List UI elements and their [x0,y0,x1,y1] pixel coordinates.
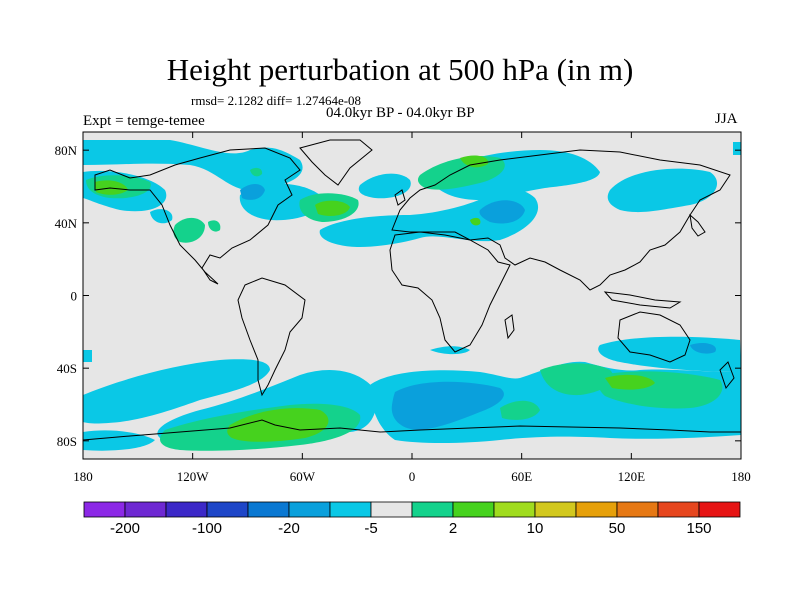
lat-tick-label: 40N [55,216,78,231]
coastline-australia [617,311,691,363]
lon-tick-label: 60W [290,469,316,484]
stats-label: rmsd= 2.1282 diff= 1.27464e-08 [191,93,362,108]
colorbar-swatch [124,501,167,518]
contour-region [208,220,221,232]
contour-region [83,140,303,191]
coastline-greenland [299,139,373,186]
coastline-japan [689,213,706,237]
contour-region [430,346,470,355]
contour-region [540,363,614,396]
latitude-axis: 80N 40N 0 40S 80S [55,143,741,449]
contour-region [173,217,205,243]
contour-region [150,209,173,224]
contour-region [95,180,128,195]
coastline-south-america [237,277,306,397]
lon-tick-label: 120W [177,469,210,484]
anomaly-contours [83,140,741,451]
colorbar-swatch [370,501,413,518]
contour-region [733,142,741,155]
contour-region [460,155,489,168]
lon-tick-label: 180 [731,469,751,484]
colorbar-swatch [247,501,290,518]
colorbar-swatch [657,501,700,518]
colorbar-swatch [698,501,741,518]
colorbar-label: -20 [278,520,300,537]
longitude-axis: 180 120W 60W 0 60E 120E 180 [73,132,751,484]
experiment-label: Expt = temge-temee [83,113,205,129]
coastline-new-zealand [719,361,735,390]
coastline-indonesia [603,291,682,309]
season-label: JJA [715,111,738,127]
contour-region [227,408,329,442]
colorbar-label: -5 [364,520,377,537]
contour-region [690,342,716,354]
colorbar-swatch [411,501,454,518]
contour-region [319,188,539,248]
lat-tick-label: 80N [55,143,78,158]
colorbar-label: 150 [686,520,711,537]
colorbar: -200 -100 -20 -5 2 10 50 150 [83,501,741,537]
contour-region [83,350,92,362]
map-title: Height perturbation at 500 hPa (in m) [166,52,634,87]
colorbar-swatch [534,501,577,518]
coastline-madagascar [504,314,515,340]
colorbar-swatch [452,501,495,518]
colorbar-swatch [83,501,126,518]
colorbar-label: -100 [192,520,222,537]
contour-region [358,173,411,199]
contour-region [470,217,481,226]
coastline-africa [389,231,511,353]
contour-region [250,167,263,177]
colorbar-swatch [575,501,618,518]
coastline-north-america [94,147,301,285]
contour-region [391,381,504,430]
lat-tick-label: 80S [57,434,77,449]
colorbar-swatch [329,501,372,518]
colorbar-swatch [165,501,208,518]
contour-region [607,168,718,213]
period-label: 04.0kyr BP - 04.0kyr BP [326,105,475,121]
colorbar-label: 10 [527,520,544,537]
colorbar-label: -200 [110,520,140,537]
colorbar-label: 50 [609,520,626,537]
lat-tick-label: 40S [57,361,77,376]
contour-region [605,374,655,390]
coastlines [83,139,741,441]
contour-region [83,359,270,424]
lon-tick-label: 60E [511,469,532,484]
colorbar-swatch [206,501,249,518]
lon-tick-label: 0 [409,469,416,484]
lat-tick-label: 0 [71,289,78,304]
contour-region [315,200,350,216]
contour-region [500,400,540,420]
colorbar-label: 2 [449,520,457,537]
contour-region [479,200,525,224]
contour-region [240,184,265,200]
coastline-antarctica [83,419,741,441]
colorbar-swatch [493,501,536,518]
coastline-eurasia [391,149,731,291]
colorbar-swatch [616,501,659,518]
lon-tick-label: 180 [73,469,93,484]
lon-tick-label: 120E [618,469,646,484]
coastline-uk [394,189,406,206]
colorbar-swatch [288,501,331,518]
